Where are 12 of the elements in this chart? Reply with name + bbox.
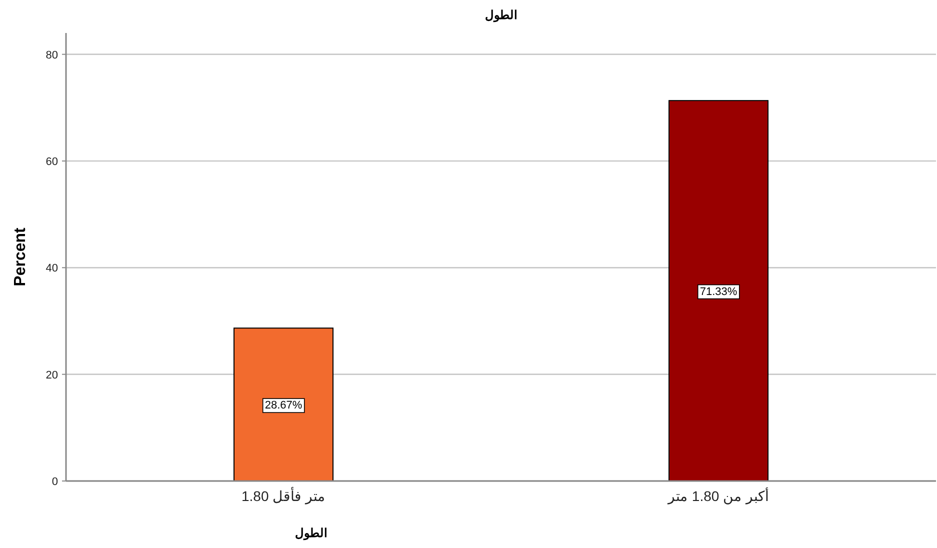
y-tick-label: 0 xyxy=(52,476,58,488)
data-label: 71.33% xyxy=(700,286,738,298)
x-axis-title: الطول xyxy=(295,526,327,541)
x-tick-label: أكبر من 1.80 متر xyxy=(667,486,769,505)
chart-title: الطول xyxy=(485,8,517,23)
y-tick-label: 80 xyxy=(46,49,58,62)
y-tick-label: 20 xyxy=(46,369,58,382)
y-tick-label: 40 xyxy=(46,262,58,275)
data-label: 28.67% xyxy=(264,400,302,412)
y-axis-title: Percent xyxy=(12,226,29,286)
y-tick-label: 60 xyxy=(46,156,58,168)
x-tick-label: 1.80 متر فأقل xyxy=(241,486,326,505)
